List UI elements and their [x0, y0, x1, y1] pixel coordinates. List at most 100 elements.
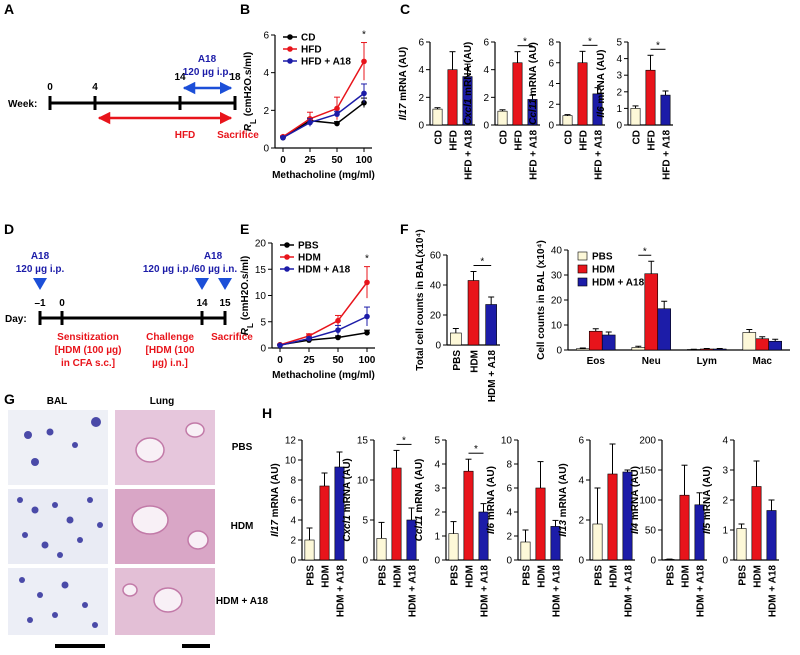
- y-label-part: mRNA (AU): [270, 463, 281, 520]
- dose-marker: [33, 278, 47, 290]
- bar: [304, 539, 315, 561]
- bar: [736, 528, 747, 561]
- dose-label: 120 µg i.p.: [16, 264, 65, 275]
- y-tick-label: 2: [616, 87, 622, 98]
- point: [361, 58, 367, 65]
- y-tick-label: 5: [616, 38, 622, 49]
- y-tick-label: 200: [639, 436, 656, 447]
- bar: [485, 304, 497, 346]
- panel-label: C: [400, 1, 410, 17]
- y-tick-label: 10: [551, 321, 563, 332]
- y-label-part: Il6: [486, 522, 497, 534]
- y-tick-label: 10: [501, 436, 513, 447]
- y-label-part: Il17: [270, 520, 281, 537]
- point: [334, 111, 340, 117]
- x-tick-label: HFD: [514, 130, 525, 151]
- y-label-part: L: [249, 119, 258, 124]
- x-tick-label: Eos: [587, 356, 606, 367]
- drug-label: A18: [31, 251, 50, 262]
- dose-label: 120 µg i.p.: [183, 67, 232, 78]
- y-tick-label: 4: [263, 68, 269, 79]
- panel-label: A: [4, 1, 14, 17]
- timeline-tick-label: 15: [219, 298, 231, 309]
- y-tick-label: 2: [506, 532, 512, 543]
- y-tick-label: 4: [578, 476, 584, 487]
- panel-label: D: [4, 221, 14, 237]
- y-tick-label: 0: [506, 556, 512, 567]
- significance-label: *: [365, 254, 369, 265]
- legend-label: HFD: [301, 45, 322, 56]
- bar: [577, 62, 588, 126]
- bar: [467, 280, 480, 346]
- timeline-tick-label: 0: [47, 82, 53, 93]
- legend-marker: [284, 242, 290, 248]
- legend-marker: [287, 46, 293, 52]
- y-tick-label: 20: [551, 296, 563, 307]
- y-tick-label: 4: [506, 508, 512, 519]
- diet-label: HFD: [175, 130, 196, 141]
- drug-label: A18: [198, 54, 217, 65]
- y-label-part: Il5: [702, 522, 713, 534]
- legend-label: HFD + A18: [301, 57, 351, 68]
- significance-label: *: [656, 40, 660, 51]
- x-tick-label: HDM: [465, 565, 476, 588]
- timeline-tick-label: 0: [59, 298, 65, 309]
- y-tick-label: 0: [548, 121, 554, 132]
- y-axis-label: Cell counts in BAL (x10⁴): [536, 240, 547, 360]
- legend-swatch: [577, 251, 588, 261]
- x-tick-label: HDM + A18: [624, 565, 635, 618]
- y-tick-label: 0: [556, 346, 562, 357]
- x-tick-label: HDM: [393, 565, 404, 588]
- bar: [630, 108, 641, 126]
- bar: [755, 338, 770, 351]
- y-tick-label: 10: [357, 476, 369, 487]
- phase-label: Challenge: [146, 332, 194, 343]
- x-tick-label: 50: [331, 155, 343, 166]
- y-tick-label: 10: [285, 456, 297, 467]
- airways: [122, 422, 209, 613]
- panel-label: H: [262, 405, 272, 421]
- point: [335, 317, 341, 324]
- bar: [592, 523, 603, 561]
- y-tick-label: 8: [506, 460, 512, 471]
- bar: [601, 334, 616, 351]
- point: [280, 134, 286, 141]
- x-tick-label: PBS: [738, 565, 749, 586]
- y-tick-label: 6: [418, 38, 424, 49]
- phase-label: µg) i.n.]: [152, 358, 188, 369]
- x-tick-label: HDM + A18: [768, 565, 779, 618]
- significance-label: *: [523, 37, 527, 48]
- timeline-tick-label: 14: [196, 298, 208, 309]
- x-tick-label: Neu: [642, 356, 661, 367]
- significance-label: *: [362, 30, 366, 41]
- end-label: Sacrifice: [211, 332, 253, 343]
- x-tick-label: CD: [632, 130, 643, 144]
- x-axis-label: Methacholine (mg/ml): [272, 370, 375, 381]
- dose-label: 120 µg i.p./60 µg i.n.: [143, 264, 238, 275]
- y-axis-label: Il4 mRNA (AU): [630, 466, 641, 534]
- y-tick-label: 2: [290, 536, 296, 547]
- y-tick-label: 5: [362, 516, 368, 527]
- y-label-part: Ccl11: [528, 99, 539, 125]
- timeline-a: Week: 0 4 14 18 A18 120 µg i.p. HFD Sacr…: [8, 54, 259, 141]
- bar: [631, 347, 646, 351]
- y-label-part: mRNA (AU): [558, 463, 569, 520]
- bar: [448, 533, 459, 561]
- drug-label: A18: [204, 251, 223, 262]
- y-tick-label: 12: [285, 436, 297, 447]
- row-label: PBS: [232, 442, 253, 453]
- y-label-part: mRNA (AU): [463, 42, 474, 99]
- point: [364, 279, 370, 286]
- x-tick-label: HDM + A18: [336, 565, 347, 618]
- y-label-part: R: [240, 327, 251, 335]
- x-tick-label: 0: [277, 355, 283, 366]
- x-tick-label: 50: [332, 355, 344, 366]
- x-tick-label: HDM: [609, 565, 620, 588]
- y-label-part: R: [243, 123, 254, 131]
- bar: [766, 510, 777, 561]
- y-axis-label: Il6 mRNA (AU): [486, 466, 497, 534]
- y-label-part: Il17: [398, 103, 409, 120]
- point: [361, 90, 367, 97]
- y-axis-label: Cxcl1 mRNA (AU): [463, 42, 474, 126]
